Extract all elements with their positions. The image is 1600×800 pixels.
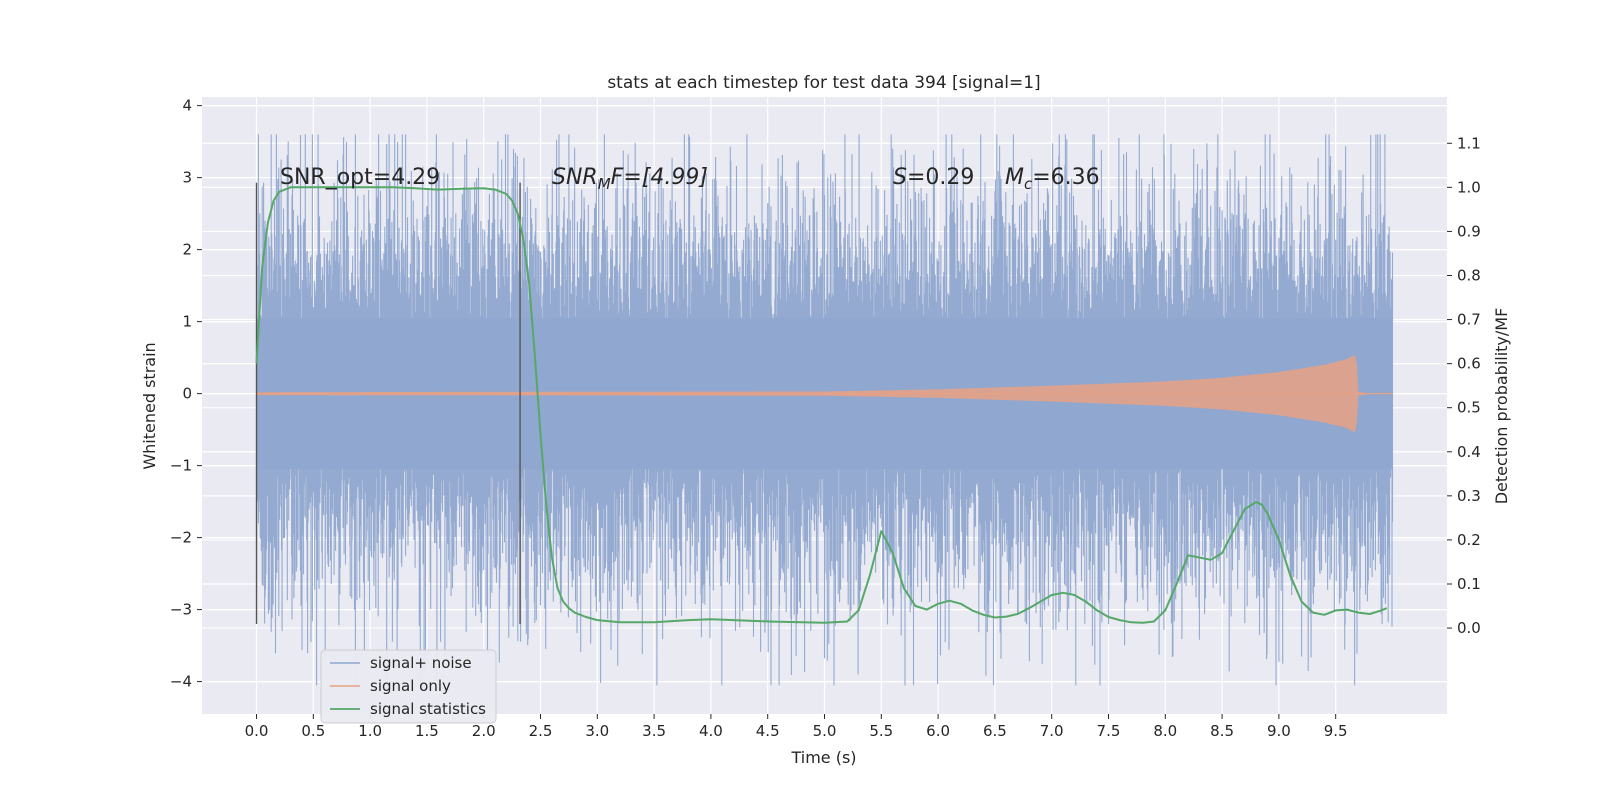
legend: signal+ noise signal only signal statist… (320, 649, 497, 724)
series-signal-only (256, 354, 1393, 433)
y2-tick-label: 0.5 (1457, 399, 1481, 417)
y-tick-label: 4 (182, 97, 192, 115)
series-signal-statistics (255, 186, 1388, 624)
legend-label-signal-only: signal only (370, 677, 451, 695)
annotation-snr-opt: SNR_opt=4.29 (280, 165, 440, 190)
legend-label-signal-statistics: signal statistics (370, 700, 486, 718)
x-axis-ticks: 0.0 0.5 1.0 1.5 2.0 2.5 3.0 3.5 4.0 4.5 5.0 5.5 6.0 6… (245, 714, 1348, 740)
x-axis-label: Time (s) (790, 748, 856, 767)
x-tick-label: 0.5 (301, 722, 325, 740)
x-tick-label: 8.5 (1210, 722, 1234, 740)
y2-tick-label: 0.0 (1457, 619, 1481, 637)
x-tick-label: 5.5 (869, 722, 893, 740)
y-tick-label: 3 (182, 169, 192, 187)
y2-tick-label: 1.0 (1457, 178, 1481, 196)
x-tick-label: 1.0 (358, 722, 382, 740)
x-tick-label: 9.5 (1324, 722, 1348, 740)
y2-tick-label: 1.1 (1457, 134, 1481, 152)
y-tick-label: 1 (182, 313, 192, 331)
y-tick-label: −1 (170, 457, 192, 475)
x-tick-label: 0.0 (245, 722, 269, 740)
x-tick-label: 7.5 (1097, 722, 1121, 740)
y2-axis-label: Detection probability/MF (1492, 308, 1511, 505)
y-tick-label: −2 (170, 529, 192, 547)
y2-tick-label: 0.9 (1457, 222, 1481, 240)
y2-tick-label: 0.2 (1457, 531, 1481, 549)
x-tick-label: 4.0 (699, 722, 723, 740)
y2-tick-label: 0.1 (1457, 575, 1481, 593)
y-axis-ticks: 4 3 2 1 0 −1 −2 −3 −4 (170, 97, 202, 691)
y-axis-label: Whitened strain (140, 342, 159, 469)
annotation-mc: Mc=6.36 (1005, 165, 1100, 193)
y2-tick-label: 0.3 (1457, 487, 1481, 505)
x-tick-label: 1.5 (415, 722, 439, 740)
legend-label-signal-plus-noise: signal+ noise (370, 654, 472, 672)
annotation-s: S=0.29 (893, 165, 974, 190)
y-tick-label: −3 (170, 601, 192, 619)
y2-tick-label: 0.7 (1457, 311, 1481, 329)
x-tick-label: 3.5 (642, 722, 666, 740)
x-tick-label: 8.0 (1153, 722, 1177, 740)
x-tick-label: 9.0 (1267, 722, 1291, 740)
y2-tick-label: 0.6 (1457, 355, 1481, 373)
y-tick-label: 0 (182, 385, 192, 403)
y-tick-label: 2 (182, 241, 192, 259)
x-tick-label: 7.0 (1040, 722, 1064, 740)
y2-tick-label: 0.8 (1457, 266, 1481, 284)
x-tick-label: 4.5 (756, 722, 780, 740)
x-tick-label: 2.0 (472, 722, 496, 740)
x-tick-label: 2.5 (529, 722, 553, 740)
y-tick-label: −4 (170, 673, 192, 691)
y2-axis-ticks: 1.1 1.0 0.9 0.8 0.7 0.6 0.5 0.4 0.3 0.2 0.1 0.0 (1447, 134, 1481, 637)
detection-window-lines (255, 182, 521, 625)
x-tick-label: 5.0 (813, 722, 837, 740)
annotation-snr-mf: SNRMF=[4.99] (552, 165, 708, 193)
signal-statistics-line (255, 186, 1388, 624)
x-tick-label: 6.5 (983, 722, 1007, 740)
x-tick-label: 3.0 (585, 722, 609, 740)
x-tick-label: 6.0 (926, 722, 950, 740)
y2-tick-label: 0.4 (1457, 443, 1481, 461)
chart-title: stats at each timestep for test data 394… (607, 73, 1040, 93)
legend-box (320, 649, 497, 724)
